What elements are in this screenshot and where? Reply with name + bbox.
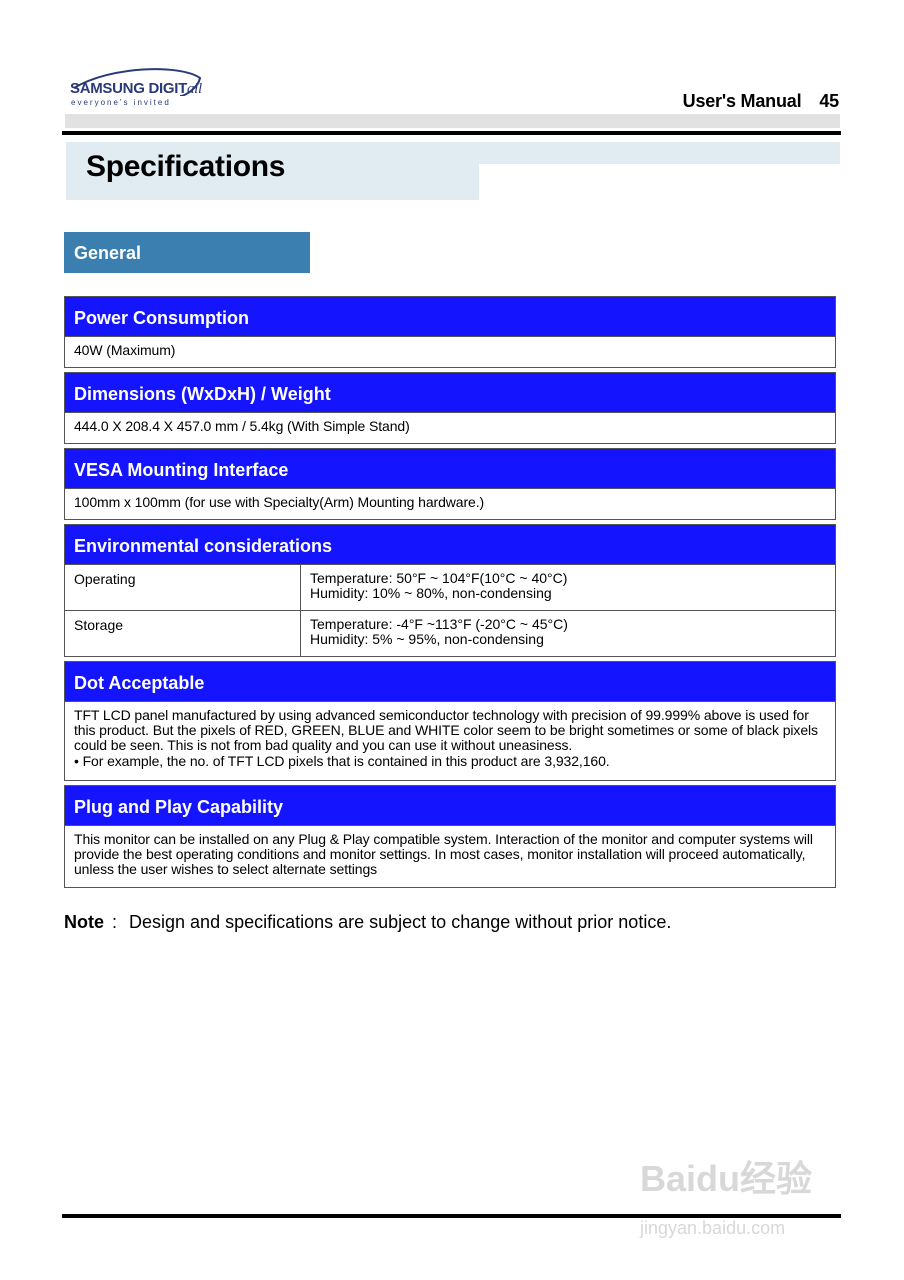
power-section: Power Consumption 40W (Maximum)	[64, 296, 836, 368]
baidu-watermark: Baidu经验	[640, 1158, 813, 1199]
note-text: Design and specifications are subject to…	[129, 912, 672, 932]
page-number: 45	[819, 91, 839, 111]
section-heading: Dimensions (WxDxH) / Weight	[65, 373, 835, 413]
row-value: Temperature: -4°F ~113°F (-20°C ~ 45°C) H…	[301, 611, 577, 656]
row-label: Storage	[65, 611, 301, 656]
section-heading: Plug and Play Capability	[65, 786, 835, 826]
humidity: Humidity: 10% ~ 80%, non-condensing	[310, 585, 552, 601]
section-heading: Power Consumption	[65, 297, 835, 337]
temperature: Temperature: 50°F ~ 104°F(10°C ~ 40°C)	[310, 570, 568, 586]
dimensions-section: Dimensions (WxDxH) / Weight 444.0 X 208.…	[64, 372, 836, 444]
title-box	[66, 142, 479, 200]
title-corner	[479, 164, 499, 200]
section-heading: VESA Mounting Interface	[65, 449, 835, 489]
section-tab-general: General	[64, 232, 310, 273]
section-heading: Environmental considerations	[65, 525, 835, 565]
row-value: Temperature: 50°F ~ 104°F(10°C ~ 40°C) Hu…	[301, 565, 576, 610]
section-body: This monitor can be installed on any Plu…	[74, 831, 813, 877]
humidity: Humidity: 5% ~ 95%, non-condensing	[310, 631, 544, 647]
note-label: Note	[64, 912, 104, 932]
section-heading: Dot Acceptable	[65, 662, 835, 702]
pnp-section: Plug and Play Capability This monitor ca…	[64, 785, 836, 888]
section-body: 40W (Maximum)	[74, 342, 176, 358]
page-title: Specifications	[86, 150, 286, 183]
bullet-note: • For example, the no. of TFT LCD pixels…	[74, 753, 610, 769]
row-label: Operating	[65, 565, 301, 610]
note-colon: :	[112, 912, 118, 932]
vesa-section: VESA Mounting Interface 100mm x 100mm (f…	[64, 448, 836, 520]
section-body: TFT LCD panel manufactured by using adva…	[74, 707, 818, 753]
manual-label: User's Manual	[682, 91, 802, 111]
dot-section: Dot Acceptable TFT LCD panel manufacture…	[64, 661, 836, 781]
samsung-logo: SAMSUNG DIGITall everyone's invited	[70, 66, 205, 110]
footer-rule	[62, 1214, 841, 1218]
temperature: Temperature: -4°F ~113°F (-20°C ~ 45°C)	[310, 616, 568, 632]
section-body: 444.0 X 208.4 X 457.0 mm / 5.4kg (With S…	[74, 418, 410, 434]
table-row: Operating Temperature: 50°F ~ 104°F(10°C…	[65, 565, 835, 610]
table-row: Storage Temperature: -4°F ~113°F (-20°C …	[65, 610, 835, 656]
header-rule	[62, 131, 841, 135]
header-grey-bar	[65, 114, 840, 128]
watermark-url: jingyan.baidu.com	[640, 1218, 786, 1238]
section-body: 100mm x 100mm (for use with Specialty(Ar…	[74, 494, 485, 510]
page-header: User's Manual 45	[665, 91, 840, 112]
logo-swoosh-icon	[73, 68, 202, 96]
environment-section: Environmental considerations Operating T…	[64, 524, 836, 657]
note: Note: Design and specifications are subje…	[64, 912, 671, 933]
